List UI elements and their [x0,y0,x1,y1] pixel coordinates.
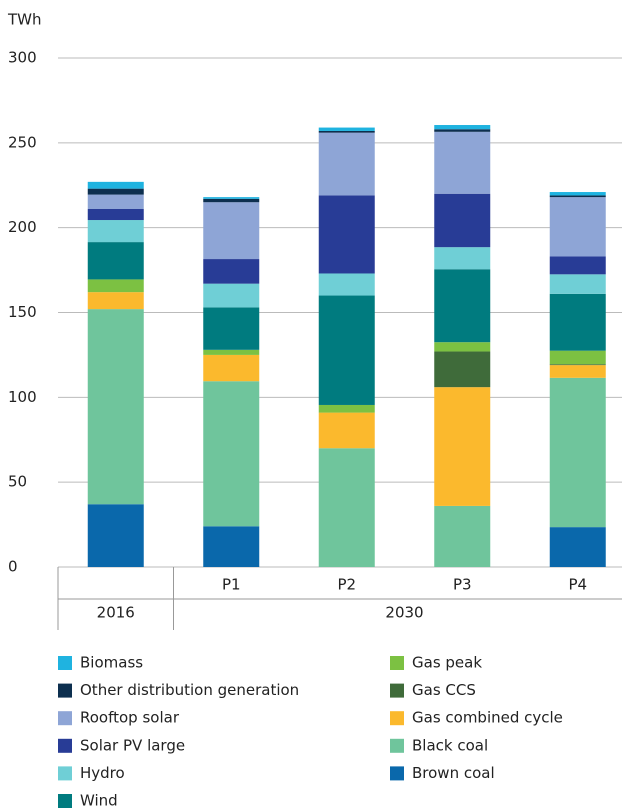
bar-segment [87,194,144,210]
y-tick-label: 150 [8,303,37,321]
y-tick-label: 0 [8,558,18,576]
legend-swatch [58,738,72,753]
bar-segment [318,195,375,274]
bar-segment [87,181,144,189]
bar-segment [203,283,260,308]
y-tick-label: 250 [8,133,37,151]
legend-swatch [58,656,72,670]
bar-segment [87,242,144,280]
legend-swatch [390,711,404,726]
bar-segment [549,365,606,378]
legend-swatch [390,683,404,698]
legend-label: Hydro [80,764,125,782]
bar-segment [549,195,606,198]
y-tick-label: 50 [8,473,27,491]
bar-segment [434,129,491,132]
legend-swatch [58,794,72,808]
bar-segment [203,198,260,203]
bar-segment [87,292,144,310]
bar-segment [87,309,144,505]
y-tick-label: 200 [8,218,37,236]
bar-segment [318,295,375,405]
bar-segment [318,132,375,196]
bar-segment [87,209,144,221]
legend-label: Black coal [412,736,488,754]
bar-segment [434,269,491,343]
bar-segment [549,256,606,275]
legend-swatch [58,766,72,781]
bar-segment [203,202,260,260]
legend-label: Gas peak [412,654,482,672]
bar-segment [434,387,491,506]
bar-segment [549,364,606,366]
bar-segment [434,351,491,388]
bar-segment [318,412,375,449]
bar-segment [203,259,260,284]
bar-segment [434,342,491,352]
bar-segment [203,354,260,382]
bar-segment [434,193,491,248]
bar-segment [203,381,260,527]
bar-segment [549,197,606,257]
bar-segment [87,220,144,243]
y-axis-label: TWh [7,11,42,29]
bar-segment [434,505,491,567]
legend-label: Gas combined cycle [412,709,563,727]
y-tick-label: 100 [8,388,37,406]
bar-segment [203,526,260,567]
bar-segment [549,293,606,351]
bar-segment [318,127,375,131]
bar-segment [549,192,606,196]
y-tick-label: 300 [8,49,37,67]
bar-segment [203,307,260,350]
bar-segment [549,377,606,528]
bar-segment [318,448,375,567]
legend-label: Rooftop solar [80,709,180,727]
x-tick-label: P1 [222,576,241,594]
bar-segment [434,131,491,194]
bar-segment [203,197,260,199]
group-label: 2016 [97,604,135,622]
bar-segment [87,279,144,293]
x-tick-label: P3 [453,576,472,594]
bar-segment [87,188,144,195]
x-tick-label: P4 [568,576,587,594]
legend-label: Wind [80,792,118,809]
bar-segment [203,349,260,355]
legend-swatch [390,766,404,781]
bar-segment [87,504,144,567]
legend-swatch [58,683,72,698]
bar-segment [434,247,491,270]
bar-segment [318,130,375,133]
bar-segment [434,125,491,130]
bar-segment [549,350,606,365]
legend-label: Gas CCS [412,681,476,699]
legend-label: Biomass [80,654,143,672]
legend-label: Other distribution generation [80,681,299,699]
bar-segment [318,273,375,296]
x-tick-label: P2 [337,576,356,594]
bar-segment [549,527,606,567]
legend-swatch [390,738,404,753]
group-label: 2030 [385,604,423,622]
bar-segment [549,274,606,294]
bar-segment [318,404,375,413]
legend-label: Brown coal [412,764,495,782]
legend-swatch [390,656,404,670]
legend-label: Solar PV large [80,736,185,754]
legend-swatch [58,711,72,726]
